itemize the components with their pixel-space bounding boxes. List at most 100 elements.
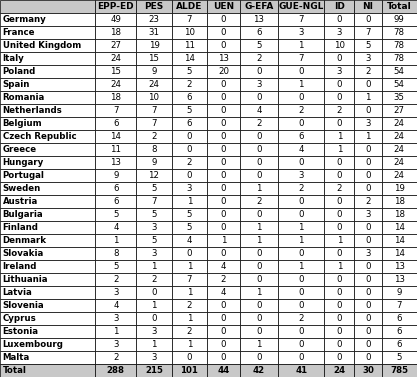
Bar xyxy=(95,78,136,91)
Text: 5: 5 xyxy=(113,210,118,219)
Text: 1: 1 xyxy=(337,262,342,271)
Text: 1: 1 xyxy=(187,197,192,206)
Bar xyxy=(382,182,417,195)
Text: Portugal: Portugal xyxy=(3,171,44,180)
Text: EPP-ED: EPP-ED xyxy=(98,2,134,11)
Bar xyxy=(95,65,136,78)
Bar xyxy=(136,26,172,39)
Text: 3: 3 xyxy=(151,249,157,258)
Bar xyxy=(136,130,172,143)
Bar xyxy=(136,78,172,91)
Bar xyxy=(240,169,278,182)
Text: 7: 7 xyxy=(365,28,371,37)
Bar xyxy=(136,0,172,13)
Bar xyxy=(172,195,207,208)
Text: 15: 15 xyxy=(111,67,121,76)
Text: 0: 0 xyxy=(221,132,226,141)
Text: 0: 0 xyxy=(221,353,226,362)
Bar xyxy=(354,78,382,91)
Text: 0: 0 xyxy=(365,353,371,362)
Text: G-EFA: G-EFA xyxy=(244,2,274,11)
Bar xyxy=(278,286,324,299)
Bar xyxy=(95,351,136,364)
Bar xyxy=(0,104,95,117)
Bar xyxy=(354,169,382,182)
Text: 0: 0 xyxy=(365,223,371,232)
Text: 1: 1 xyxy=(365,93,371,102)
Text: 13: 13 xyxy=(254,15,264,24)
Bar xyxy=(354,91,382,104)
Bar xyxy=(0,325,95,338)
Bar xyxy=(382,13,417,26)
Text: 0: 0 xyxy=(221,106,226,115)
Bar xyxy=(0,364,95,377)
Text: 4: 4 xyxy=(221,288,226,297)
Text: 7: 7 xyxy=(151,197,157,206)
Text: 5: 5 xyxy=(187,223,192,232)
Text: 0: 0 xyxy=(187,171,192,180)
Text: Czech Republic: Czech Republic xyxy=(3,132,76,141)
Text: 5: 5 xyxy=(187,67,192,76)
Bar xyxy=(354,364,382,377)
Bar xyxy=(240,0,278,13)
Text: 0: 0 xyxy=(337,288,342,297)
Text: 4: 4 xyxy=(256,106,262,115)
Bar xyxy=(382,52,417,65)
Text: 7: 7 xyxy=(187,275,192,284)
Bar xyxy=(278,130,324,143)
Text: 0: 0 xyxy=(221,210,226,219)
Text: 0: 0 xyxy=(221,145,226,154)
Text: 5: 5 xyxy=(187,106,192,115)
Bar xyxy=(382,208,417,221)
Bar xyxy=(207,39,240,52)
Text: 8: 8 xyxy=(113,249,118,258)
Bar xyxy=(324,169,354,182)
Bar xyxy=(240,286,278,299)
Text: 3: 3 xyxy=(337,67,342,76)
Text: 9: 9 xyxy=(151,67,157,76)
Text: 2: 2 xyxy=(221,275,226,284)
Text: 3: 3 xyxy=(365,119,371,128)
Text: 2: 2 xyxy=(187,80,192,89)
Bar xyxy=(136,312,172,325)
Text: 0: 0 xyxy=(299,210,304,219)
Bar xyxy=(382,286,417,299)
Bar xyxy=(382,117,417,130)
Bar xyxy=(172,169,207,182)
Bar xyxy=(95,117,136,130)
Text: 9: 9 xyxy=(397,288,402,297)
Text: 41: 41 xyxy=(295,366,307,375)
Text: 0: 0 xyxy=(337,223,342,232)
Text: 18: 18 xyxy=(394,210,405,219)
Bar xyxy=(278,182,324,195)
Bar xyxy=(354,312,382,325)
Text: 3: 3 xyxy=(113,314,118,323)
Bar xyxy=(324,195,354,208)
Bar xyxy=(382,65,417,78)
Bar xyxy=(172,0,207,13)
Text: 1: 1 xyxy=(299,223,304,232)
Bar xyxy=(354,299,382,312)
Text: 1: 1 xyxy=(113,236,118,245)
Bar xyxy=(207,273,240,286)
Text: 0: 0 xyxy=(221,119,226,128)
Bar xyxy=(207,65,240,78)
Text: 0: 0 xyxy=(187,353,192,362)
Text: 11: 11 xyxy=(184,41,195,50)
Bar xyxy=(0,26,95,39)
Bar xyxy=(324,325,354,338)
Bar xyxy=(207,247,240,260)
Bar xyxy=(172,260,207,273)
Text: 4: 4 xyxy=(299,145,304,154)
Bar xyxy=(354,195,382,208)
Bar xyxy=(207,260,240,273)
Text: 5: 5 xyxy=(187,210,192,219)
Text: Cyprus: Cyprus xyxy=(3,314,36,323)
Text: 0: 0 xyxy=(221,197,226,206)
Text: 2: 2 xyxy=(151,132,157,141)
Bar xyxy=(136,65,172,78)
Text: 2: 2 xyxy=(256,119,262,128)
Bar xyxy=(172,234,207,247)
Text: 6: 6 xyxy=(397,340,402,349)
Text: 0: 0 xyxy=(256,275,262,284)
